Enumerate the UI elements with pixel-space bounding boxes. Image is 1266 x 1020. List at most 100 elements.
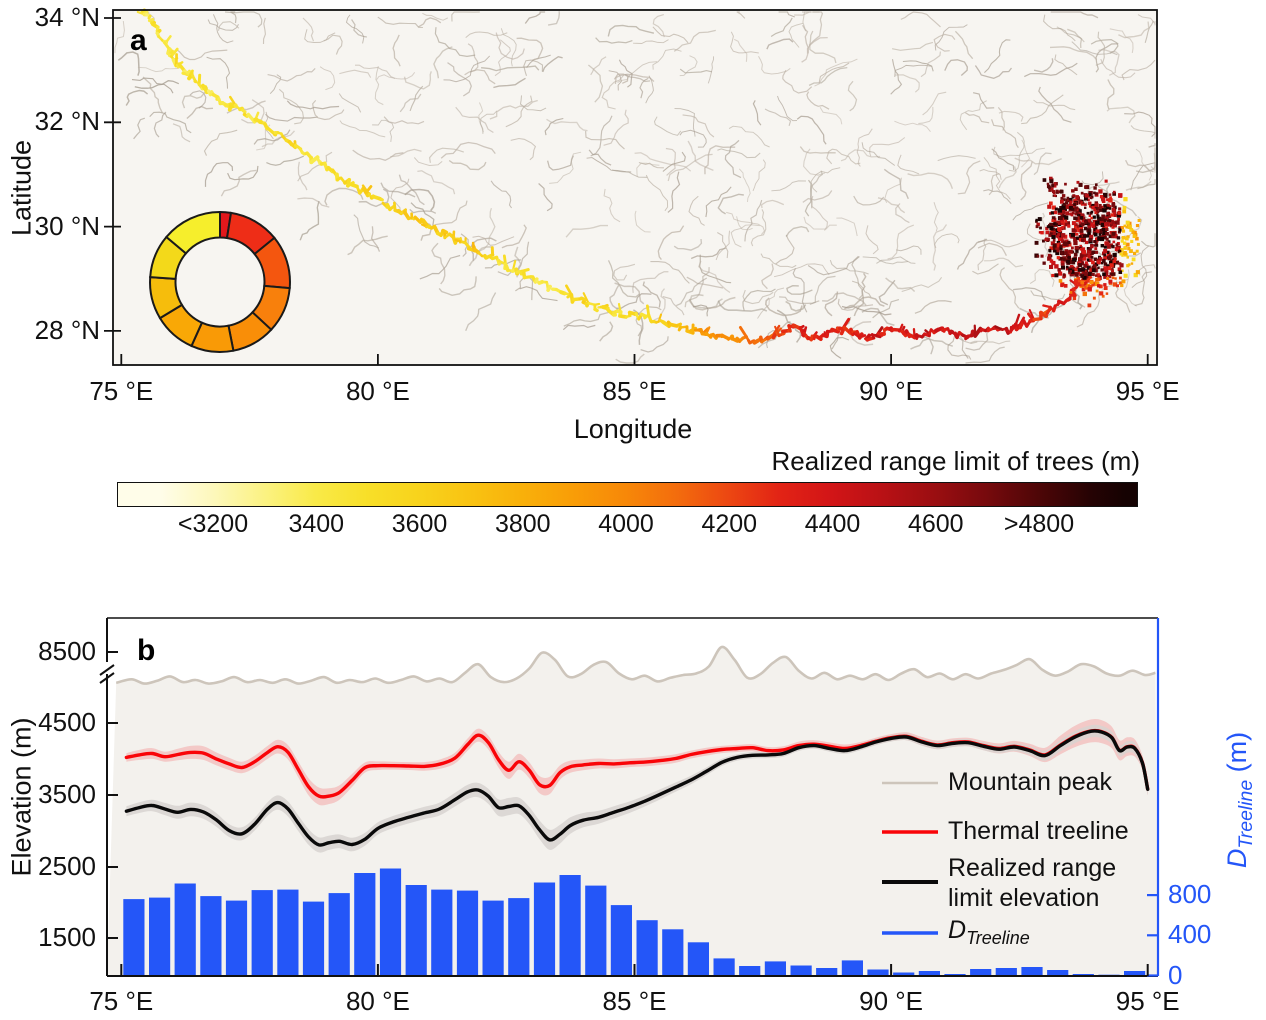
cluster-cell: [1106, 212, 1109, 215]
terrain-ridge: [944, 59, 968, 76]
legend-label-thermal-treeline: Thermal treeline: [948, 817, 1129, 845]
map-x-tick-label: 75 °E: [89, 376, 154, 406]
treeline-segment: [861, 334, 867, 338]
cluster-cell: [1098, 233, 1102, 236]
cluster-cell: [1120, 226, 1124, 230]
terrain-ridge: [956, 238, 988, 270]
cluster-cell: [1116, 236, 1121, 240]
cluster-cell: [1079, 244, 1082, 248]
terrain-ridge: [907, 172, 954, 189]
terrain-ridge: [181, 87, 209, 109]
cluster-cell: [1095, 289, 1099, 293]
d-unit: (m): [1221, 731, 1252, 773]
cluster-cell: [1076, 266, 1080, 269]
terrain-ridge: [609, 284, 620, 311]
cluster-cell: [1057, 268, 1061, 272]
terrain-ridge: [979, 168, 1002, 180]
cluster-cell: [1128, 221, 1132, 225]
cluster-cell: [1090, 251, 1094, 255]
terrain-ridge: [299, 200, 320, 241]
cluster-cell: [1101, 214, 1106, 219]
cluster-cell: [1095, 240, 1099, 243]
cluster-cell: [1114, 277, 1117, 280]
terrain-ridge: [227, 165, 259, 181]
treeline-branch: [520, 268, 530, 273]
chart-right-tick-label: 400: [1168, 919, 1212, 950]
cluster-cell: [1061, 226, 1065, 229]
terrain-ridge: [465, 292, 497, 331]
cluster-cell: [1068, 208, 1072, 212]
cluster-cell: [1108, 198, 1113, 203]
cluster-cell: [1095, 277, 1099, 282]
terrain-ridge: [230, 11, 237, 24]
cluster-cell: [1122, 205, 1127, 210]
chart-left-tick-label: 8500: [38, 636, 96, 666]
cluster-cell: [1093, 221, 1097, 225]
terrain-ridge: [614, 73, 655, 85]
cluster-cell: [1107, 266, 1112, 271]
terrain-ridge: [505, 95, 533, 128]
cluster-cell: [1058, 230, 1063, 235]
cluster-cell: [1087, 271, 1092, 276]
terrain-ridge: [189, 90, 207, 109]
treeline-segment: [579, 296, 587, 302]
cluster-cell: [1074, 283, 1077, 286]
cluster-cell: [1121, 279, 1126, 284]
terrain-ridge: [818, 62, 850, 83]
cluster-cell: [1059, 189, 1064, 194]
cluster-cell: [1084, 196, 1088, 201]
dtreeline-bars: [123, 868, 1146, 976]
cluster-cell: [1049, 179, 1054, 184]
terrain-ridge: [765, 297, 803, 317]
cluster-cell: [1067, 224, 1071, 228]
terrain-ridge: [212, 14, 234, 44]
cluster-cell: [1056, 220, 1061, 225]
terrain-ridge: [887, 224, 915, 260]
treeline-segment: [809, 334, 814, 342]
terrain-ridge: [353, 214, 380, 249]
cluster-cell: [1130, 262, 1134, 265]
treeline-branch: [169, 47, 179, 58]
terrain-ridge: [149, 111, 192, 134]
terrain-ridge: [390, 148, 422, 158]
cluster-cell: [1126, 264, 1130, 268]
cluster-cell: [1040, 254, 1044, 258]
terrain-ridge: [673, 239, 703, 251]
cluster-cell: [1076, 276, 1081, 281]
cluster-cell: [1111, 244, 1115, 249]
terrain-ridge: [599, 321, 614, 342]
realized-limit-band: [126, 724, 1148, 853]
cluster-cell: [1107, 256, 1112, 261]
cluster-cell: [1135, 249, 1139, 253]
terrain-ridge: [954, 30, 974, 60]
terrain-ridge: [253, 129, 291, 145]
cluster-cell: [1086, 211, 1090, 215]
terrain-ridge: [894, 74, 920, 93]
cluster-cell: [1098, 284, 1103, 289]
terrain-ridge: [744, 199, 763, 242]
cluster-cell: [1094, 192, 1098, 196]
cluster-cell: [1049, 222, 1054, 227]
cluster-cell: [1112, 223, 1117, 228]
cluster-cell: [1095, 282, 1099, 286]
terrain-ridge: [679, 55, 698, 77]
terrain-ridge: [1121, 59, 1156, 81]
cluster-cell: [1111, 269, 1114, 273]
cluster-cell: [1099, 236, 1105, 242]
cluster-cell: [1056, 249, 1060, 253]
terrain-ridge: [339, 69, 372, 78]
cluster-cell: [1117, 267, 1122, 271]
terrain-ridge: [266, 155, 305, 166]
cluster-cell: [1067, 204, 1071, 207]
terrain-ridge: [297, 151, 333, 182]
cluster-cell: [1079, 216, 1084, 220]
cluster-cell: [1105, 237, 1109, 241]
panel-b-letter: b: [137, 634, 156, 667]
terrain-ridge: [736, 11, 746, 19]
terrain-ridge: [1130, 125, 1156, 139]
terrain-ridge: [1012, 202, 1049, 221]
terrain-ridge: [822, 292, 867, 306]
cluster-cell: [1074, 245, 1079, 251]
terrain-ridge: [974, 65, 1013, 79]
cluster-cell: [1069, 291, 1073, 294]
